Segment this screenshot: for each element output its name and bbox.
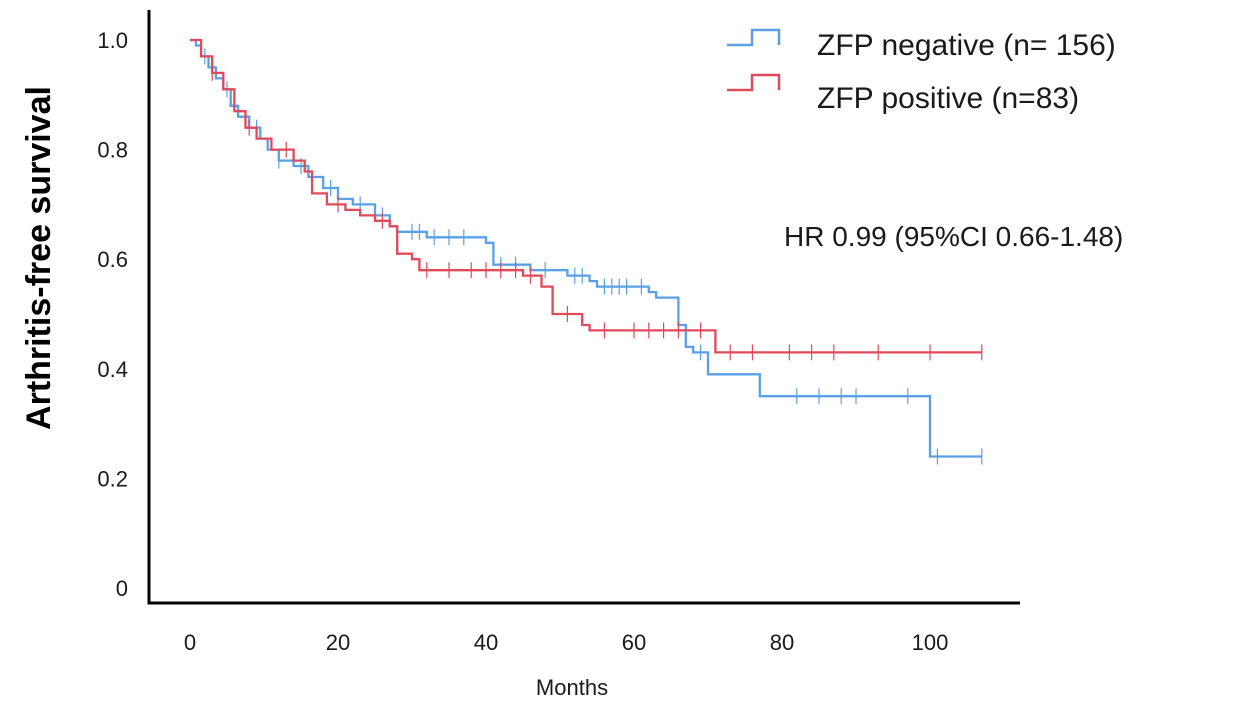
- legend: ZFP negative (n= 156) ZFP positive (n=83…: [727, 28, 1116, 115]
- x-axis-title: Months: [536, 675, 608, 700]
- series-zfp-positive: [190, 38, 983, 361]
- y-tick-label: 0.2: [97, 466, 128, 491]
- legend-label-zfp-positive: ZFP positive (n=83): [817, 82, 1079, 115]
- x-tick-label: 40: [474, 630, 498, 655]
- y-tick-label: 1.0: [97, 28, 128, 53]
- x-tick-label: 0: [184, 630, 196, 655]
- y-tick-label: 0.6: [97, 247, 128, 272]
- x-tick-label: 80: [770, 630, 794, 655]
- legend-swatch-zfp-negative: [727, 28, 781, 47]
- axes: [147, 10, 1020, 605]
- legend-item-zfp-positive: ZFP positive (n=83): [727, 73, 1079, 115]
- x-tick-label: 20: [326, 630, 350, 655]
- series-layer: [190, 38, 983, 465]
- legend-swatch-zfp-positive: [727, 73, 781, 92]
- tick-labels: 0 20 40 60 80 100 0 0.2 0.4 0.6 0.8 1.0: [97, 28, 948, 655]
- x-tick-label: 100: [912, 630, 949, 655]
- hazard-ratio-annotation: HR 0.99 (95%CI 0.66-1.48): [784, 221, 1123, 252]
- y-tick-label: 0.8: [97, 138, 128, 163]
- legend-item-zfp-negative: ZFP negative (n= 156): [727, 28, 1116, 62]
- survival-curve-zfp-negative: [190, 38, 982, 458]
- y-tick-label: 0.4: [97, 357, 128, 382]
- x-tick-label: 60: [622, 630, 646, 655]
- y-tick-label: 0: [116, 576, 128, 601]
- series-zfp-negative: [190, 38, 983, 465]
- y-axis-title: Arthritis-free survival: [20, 86, 58, 430]
- legend-label-zfp-negative: ZFP negative (n= 156): [817, 29, 1116, 62]
